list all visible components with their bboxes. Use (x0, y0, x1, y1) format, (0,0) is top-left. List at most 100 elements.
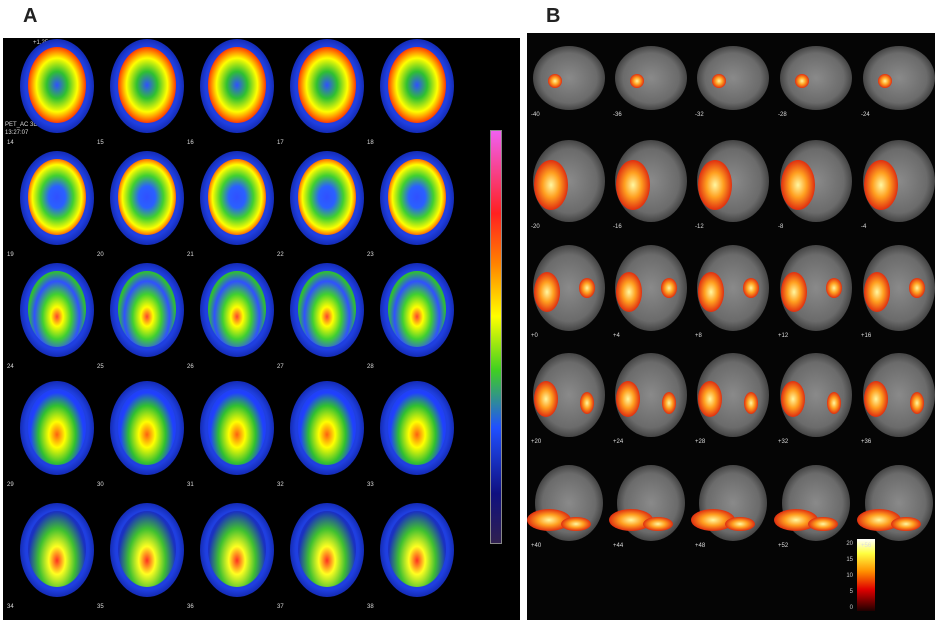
activation-blob (890, 517, 921, 532)
slice-coordinate: -28 (778, 112, 787, 118)
activation-blob (864, 160, 898, 211)
colorbar-tick: 5 (849, 589, 853, 595)
pet-slice-image (200, 151, 274, 245)
slice-coordinate: +36 (861, 439, 872, 445)
slice-coordinate: -36 (613, 112, 622, 118)
slice-number: 22 (277, 252, 284, 258)
pet-slice-image (290, 39, 364, 133)
pet-slice-image (290, 263, 364, 357)
slice-number: 29 (7, 482, 14, 488)
pet-slice-image (380, 151, 454, 245)
slice-coordinate: +12 (778, 333, 789, 339)
pet-slice-image (110, 503, 184, 597)
panel-a-label: A (23, 5, 38, 27)
pet-uptake-map (298, 389, 356, 465)
t-value-colorbar (857, 539, 875, 611)
pet-slice-image (20, 151, 94, 245)
activation-blob (533, 381, 558, 418)
pet-slice-image (200, 39, 274, 133)
pet-uptake-map (118, 159, 176, 235)
slice-coordinate: -24 (861, 112, 870, 118)
pet-uptake-map (298, 47, 356, 123)
activation-blob (864, 272, 891, 313)
pet-slice-image (20, 39, 94, 133)
pet-slice-image (380, 263, 454, 357)
slice-number: 19 (7, 252, 14, 258)
slice-number: 15 (97, 140, 104, 146)
activation-blob (827, 392, 841, 415)
pet-slice-image (110, 381, 184, 475)
mri-slice-image (856, 465, 933, 541)
slice-coordinate: -4 (861, 224, 867, 230)
mri-slice-image (526, 465, 603, 541)
mri-overlay-panel: -40 -36 -32 -28 -24 -20 -16 -12 -8 -4 +0 +4 +8 +12 +16… (526, 33, 935, 620)
slice-coordinate: -40 (531, 112, 540, 118)
slice-number: 14 (7, 140, 14, 146)
mri-slice-image (863, 245, 935, 331)
activation-blob (534, 272, 561, 313)
mri-slice-image (780, 46, 852, 110)
activation-blob (794, 74, 809, 89)
pet-uptake-map (118, 271, 176, 347)
pet-uptake-map (388, 271, 446, 347)
pet-uptake-map (208, 389, 266, 465)
activation-blob (534, 160, 568, 211)
pet-colorbar (490, 130, 502, 544)
mri-slice-image (533, 46, 605, 110)
mri-slice-image (697, 140, 769, 222)
pet-uptake-map (208, 511, 266, 587)
slice-coordinate: +52 (778, 543, 789, 549)
mri-slice-image (697, 353, 769, 437)
pet-slice-image (200, 263, 274, 357)
slice-coordinate: +32 (778, 439, 789, 445)
activation-blob (910, 392, 924, 415)
colorbar-tick: 10 (846, 573, 853, 579)
pet-slice-image (20, 381, 94, 475)
activation-blob (560, 517, 591, 532)
slice-coordinate: -16 (613, 224, 622, 230)
mri-slice-image (863, 140, 935, 222)
pet-uptake-map (208, 271, 266, 347)
pet-slice-image (20, 263, 94, 357)
mri-slice-image (780, 245, 852, 331)
pet-slice-image (200, 503, 274, 597)
slice-coordinate: +4 (613, 333, 620, 339)
slice-number: 34 (7, 604, 14, 610)
activation-blob (743, 278, 759, 298)
mri-slice-image (863, 46, 935, 110)
pet-slice-image (290, 381, 364, 475)
activation-blob (724, 517, 755, 532)
slice-coordinate: +56 (861, 543, 872, 549)
pet-uptake-map (208, 159, 266, 235)
slice-number: 17 (277, 140, 284, 146)
pet-slice-image (380, 381, 454, 475)
pet-uptake-map (28, 271, 86, 347)
pet-uptake-map (388, 159, 446, 235)
pet-slice-image (290, 151, 364, 245)
pet-slice-image (110, 151, 184, 245)
pet-uptake-map (28, 159, 86, 235)
pet-uptake-map (298, 511, 356, 587)
activation-blob (616, 272, 643, 313)
mri-slice-image (533, 245, 605, 331)
slice-coordinate: -12 (695, 224, 704, 230)
info-line-1: PET_AC 3D (5, 122, 38, 128)
activation-blob (580, 392, 594, 415)
slice-number: 37 (277, 604, 284, 610)
pet-uptake-map (118, 389, 176, 465)
pet-uptake-map (28, 47, 86, 123)
pet-uptake-map (298, 159, 356, 235)
slice-number: 36 (187, 604, 194, 610)
slice-coordinate: -32 (695, 112, 704, 118)
activation-blob (690, 508, 735, 531)
pet-slice-image (20, 503, 94, 597)
mri-slice-image (690, 465, 767, 541)
mri-slice-image (608, 465, 685, 541)
slice-number: 16 (187, 140, 194, 146)
activation-blob (608, 508, 653, 531)
pet-slice-image (290, 503, 364, 597)
slice-number: 20 (97, 252, 104, 258)
pet-slice-image (200, 381, 274, 475)
slice-number: 30 (97, 482, 104, 488)
pet-scan-panel: +1.25 PET_AC 3D 13:27:07 141516171819202… (3, 38, 520, 620)
